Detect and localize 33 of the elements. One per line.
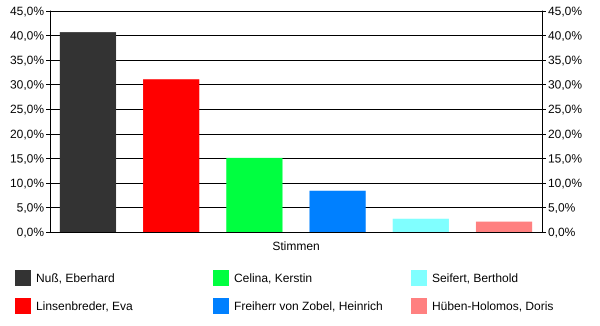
y-tick-label: 20,0% — [10, 126, 44, 141]
text: 0,0% — [548, 225, 576, 239]
y-tick-label: 0,0% — [16, 225, 44, 239]
legend-label: Seifert, Berthold — [432, 271, 518, 285]
bar — [392, 218, 449, 232]
legend-label: Freiherr von Zobel, Heinrich — [234, 299, 383, 313]
text: 35,0% — [548, 53, 582, 68]
y-tick-label: 25,0% — [10, 102, 44, 116]
y-tick-label: 10,0% — [10, 176, 44, 190]
text: 10,0% — [548, 176, 582, 190]
bar — [143, 79, 200, 232]
text: 30,0% — [548, 78, 582, 92]
legend-label: Hüben-Holomos, Doris — [432, 299, 554, 313]
y-tick-label: 15,0% — [10, 151, 44, 166]
text: 15,0% — [548, 151, 582, 166]
legend-label: Nuß, Eberhard — [36, 271, 115, 285]
bar — [226, 158, 283, 232]
text: 45,0% — [548, 4, 582, 18]
y-tick-label: 35,0% — [10, 53, 44, 68]
bar — [60, 32, 116, 232]
legend-label: Linsenbreder, Eva — [36, 299, 134, 313]
y-tick-label: 30,0% — [10, 78, 44, 92]
bar — [309, 190, 366, 232]
text: 5,0% — [548, 200, 576, 214]
text: 20,0% — [548, 126, 582, 141]
x-tick-label: Stimmen — [272, 239, 320, 253]
y-tick-label: 40,0% — [10, 28, 44, 43]
bar — [476, 222, 532, 232]
y-tick-label: 45,0% — [10, 4, 44, 18]
legend-label: Celina, Kerstin — [234, 271, 312, 285]
y-tick-label: 5,0% — [16, 200, 44, 214]
text: 40,0% — [548, 28, 582, 43]
text: 25,0% — [548, 102, 582, 116]
